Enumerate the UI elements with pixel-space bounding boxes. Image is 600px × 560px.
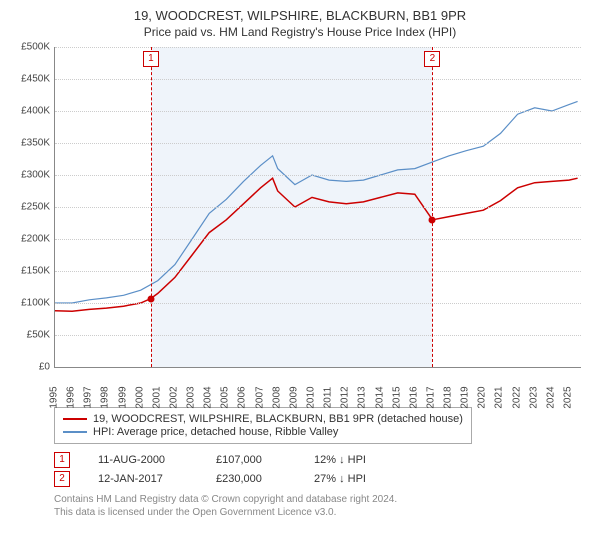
xtick-label: 2019 (460, 386, 471, 408)
xtick-label: 1997 (83, 386, 94, 408)
footer-line: This data is licensed under the Open Gov… (54, 506, 590, 519)
xtick-label: 2006 (237, 386, 248, 408)
ytick-label: £350K (10, 138, 50, 149)
ytick-label: £100K (10, 298, 50, 309)
sale-marker-icon: 2 (54, 471, 70, 487)
xtick-label: 2025 (563, 386, 574, 408)
legend: 19, WOODCREST, WILPSHIRE, BLACKBURN, BB1… (54, 407, 472, 444)
xtick-label: 2007 (254, 386, 265, 408)
footer-line: Contains HM Land Registry data © Crown c… (54, 493, 590, 506)
xtick-label: 2001 (151, 386, 162, 408)
xtick-label: 2005 (220, 386, 231, 408)
sale-price: £230,000 (216, 473, 286, 485)
xtick-label: 1995 (49, 386, 60, 408)
sale-dot (147, 295, 154, 302)
sale-row: 2 12-JAN-2017 £230,000 27% ↓ HPI (54, 471, 590, 487)
legend-swatch (63, 418, 87, 420)
ytick-label: £200K (10, 234, 50, 245)
sale-diff: 12% ↓ HPI (314, 454, 394, 466)
xtick-label: 2023 (528, 386, 539, 408)
chart-title: 19, WOODCREST, WILPSHIRE, BLACKBURN, BB1… (10, 8, 590, 23)
sale-price: £107,000 (216, 454, 286, 466)
xtick-label: 2002 (168, 386, 179, 408)
ytick-label: £450K (10, 74, 50, 85)
sale-date: 11-AUG-2000 (98, 454, 188, 466)
ytick-label: £400K (10, 106, 50, 117)
xtick-label: 2022 (511, 386, 522, 408)
xtick-label: 2016 (408, 386, 419, 408)
legend-label: 19, WOODCREST, WILPSHIRE, BLACKBURN, BB1… (93, 413, 463, 425)
xtick-label: 1999 (117, 386, 128, 408)
legend-label: HPI: Average price, detached house, Ribb… (93, 426, 338, 438)
sales-table: 1 11-AUG-2000 £107,000 12% ↓ HPI 2 12-JA… (54, 452, 590, 487)
sale-marker-flag: 2 (424, 51, 440, 67)
xtick-label: 2024 (545, 386, 556, 408)
legend-item-property: 19, WOODCREST, WILPSHIRE, BLACKBURN, BB1… (63, 413, 463, 425)
xtick-label: 2004 (203, 386, 214, 408)
sale-dot (429, 216, 436, 223)
xtick-label: 1998 (100, 386, 111, 408)
footer: Contains HM Land Registry data © Crown c… (54, 493, 590, 519)
xtick-label: 1996 (66, 386, 77, 408)
sale-marker-flag: 1 (143, 51, 159, 67)
sale-marker-icon: 1 (54, 452, 70, 468)
legend-swatch (63, 431, 87, 433)
sale-row: 1 11-AUG-2000 £107,000 12% ↓ HPI (54, 452, 590, 468)
xtick-label: 2017 (425, 386, 436, 408)
xtick-label: 2014 (374, 386, 385, 408)
ytick-label: £0 (10, 362, 50, 373)
xtick-label: 2021 (494, 386, 505, 408)
plot-wrap: £0 £50K £100K £150K £200K £250K £300K £350K £400… (10, 47, 590, 397)
sale-date: 12-JAN-2017 (98, 473, 188, 485)
xtick-label: 2015 (391, 386, 402, 408)
ytick-label: £250K (10, 202, 50, 213)
xtick-label: 2000 (134, 386, 145, 408)
xtick-label: 2011 (323, 387, 334, 409)
legend-item-hpi: HPI: Average price, detached house, Ribb… (63, 426, 463, 438)
ytick-label: £300K (10, 170, 50, 181)
xtick-label: 2013 (357, 386, 368, 408)
ytick-label: £150K (10, 266, 50, 277)
ytick-label: £50K (10, 330, 50, 341)
xtick-label: 2010 (306, 386, 317, 408)
chart-container: 19, WOODCREST, WILPSHIRE, BLACKBURN, BB1… (0, 0, 600, 525)
xtick-label: 2018 (443, 386, 454, 408)
xtick-label: 2012 (340, 386, 351, 408)
xtick-label: 2009 (288, 386, 299, 408)
sale-diff: 27% ↓ HPI (314, 473, 394, 485)
plot-area: 12 (54, 47, 581, 368)
xtick-label: 2020 (477, 386, 488, 408)
xtick-label: 2003 (186, 386, 197, 408)
xtick-label: 2008 (271, 386, 282, 408)
chart-subtitle: Price paid vs. HM Land Registry's House … (10, 25, 590, 39)
ytick-label: £500K (10, 42, 50, 53)
